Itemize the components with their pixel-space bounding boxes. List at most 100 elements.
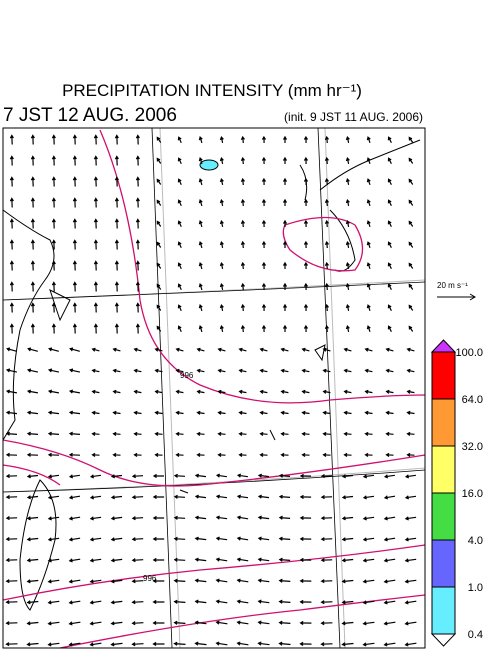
wind-arrow [198,219,203,228]
wind-arrow [366,136,371,144]
wind-arrow [240,303,245,312]
wind-arrow [5,494,18,500]
wind-arrow [26,558,39,563]
wind-arrow [156,199,162,206]
wind-arrow [280,389,289,394]
wind-arrow [93,281,98,292]
wind-arrow [278,557,291,562]
wind-arrow [72,134,77,145]
wind-arrow [282,135,288,143]
wind-arrow [135,260,140,271]
wind-arrow [215,515,228,520]
wind-arrow [366,262,371,270]
wind-arrow [383,474,395,479]
wind-arrow [156,157,162,164]
wind-arrow [152,473,164,479]
wind-arrow [240,135,245,144]
wind-arrow [219,240,224,249]
wind-arrow [26,474,39,479]
wind-arrow [173,641,186,646]
wind-arrow [366,304,371,312]
wind-arrow [68,621,81,626]
wind-arrow [299,641,312,647]
wind-arrow [341,516,354,521]
wind-arrow [387,241,392,248]
wind-arrow [408,304,414,311]
wind-arrow [9,302,14,313]
wind-arrow [198,156,203,165]
wind-arrow [196,410,205,415]
wind-arrow [324,219,329,228]
wind-arrow [278,473,291,478]
wind-arrow [89,558,102,563]
wind-arrow [47,410,60,415]
wind-arrow [30,218,35,229]
wind-arrow [303,261,309,270]
wind-arrow [133,452,142,457]
wind-arrow [47,516,60,521]
wind-arrow [89,642,102,647]
wind-arrow [366,199,371,207]
wind-arrow [194,620,207,625]
wind-arrow [89,474,101,479]
wind-arrow [135,155,140,166]
wind-arrow [278,620,291,625]
wind-arrow [156,283,162,290]
wind-arrow [320,600,333,605]
wind-arrow [215,473,227,478]
wind-arrow [362,642,375,647]
wind-arrow [114,134,119,145]
wind-arrow [322,368,331,373]
wind-arrow [299,578,312,584]
wind-arrow [152,536,165,542]
wind-arrow [303,156,309,165]
init-time: (init. 9 JST 11 AUG. 2006) [284,110,423,124]
wind-arrow [135,302,140,313]
wind-arrow [152,578,165,584]
wind-arrow [324,135,329,144]
wind-arrow [152,494,165,500]
wind-arrow [175,389,184,394]
wind-arrow [114,155,119,166]
wind-arrow [257,578,270,583]
wind-arrow [320,579,333,584]
wind-arrow [257,599,270,604]
wind-arrow [301,410,310,415]
wind-arrow [135,134,140,145]
wind-arrow [387,157,392,164]
colorbar-label: 64.0 [462,394,483,406]
wind-arrow [343,452,352,457]
wind-arrow [322,410,331,415]
wind-arrow [320,494,333,500]
wind-arrow [51,155,56,166]
wind-arrow [47,431,60,436]
wind-arrow [366,283,371,291]
wind-arrow [68,495,81,500]
wind-arrow [175,431,184,436]
wind-arrow [320,474,333,479]
wind-arrow [5,642,18,647]
wind-arrow [366,157,371,165]
wind-arrow [91,431,100,436]
wind-arrow [131,495,144,500]
wind-arrow [282,219,288,227]
wind-arrow [30,323,35,334]
wind-arrow [282,303,288,311]
wind-arrow [280,410,289,415]
wind-arrow [110,537,123,542]
wind-arrow [177,325,182,332]
wind-arrow [408,325,414,332]
wind-arrow [131,642,144,647]
wind-arrow [240,282,245,291]
wind-arrow [299,494,312,500]
wind-arrow [406,410,415,415]
wind-arrow [387,136,392,143]
wind-arrow [93,239,98,250]
wind-arrow [259,431,268,436]
wind-arrow [261,261,267,270]
wind-arrow [280,431,289,436]
wind-arrow [282,240,288,248]
wind-arrow [299,599,312,605]
wind-arrow [154,410,163,415]
wind-arrow [26,516,39,521]
